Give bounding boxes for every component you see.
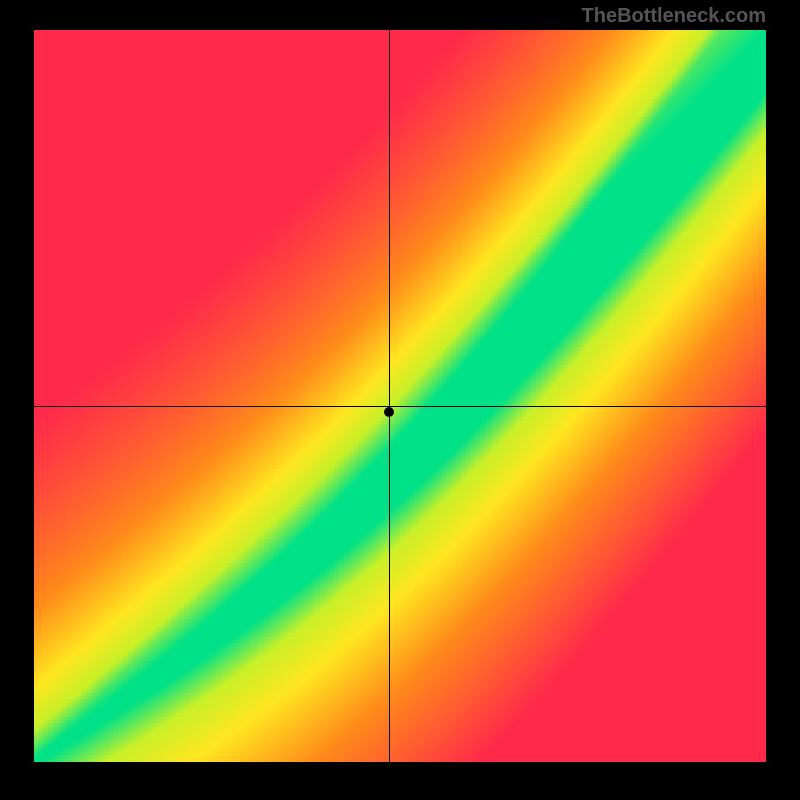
watermark-text: TheBottleneck.com xyxy=(582,5,766,28)
crosshair-horizontal xyxy=(34,406,766,407)
crosshair-vertical xyxy=(389,30,390,762)
chart-frame xyxy=(34,30,766,762)
bottleneck-heatmap xyxy=(34,30,766,762)
